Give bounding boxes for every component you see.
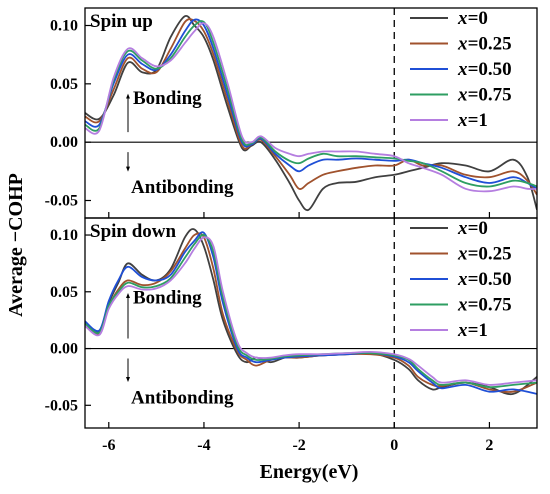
y-tick-label: 0.10 [50, 18, 78, 35]
legend-entry-0: x=0 [457, 8, 488, 29]
legend-entry-3: x=0.75 [457, 85, 512, 106]
legend-entry-1: x=0.25 [457, 244, 512, 265]
legend-entry-2: x=0.50 [457, 269, 512, 290]
series-line-1-4 [85, 236, 537, 386]
y-tick-label: 0.00 [50, 134, 78, 151]
legend-entry-3: x=0.75 [457, 295, 512, 316]
legend-entry-4: x=1 [457, 320, 488, 341]
legend-entry-4: x=1 [457, 110, 488, 131]
x-tick-label: -4 [197, 437, 210, 454]
series-line-0-3 [85, 20, 537, 188]
panel-label: Spin up [90, 11, 153, 32]
series-line-0-1 [85, 18, 537, 196]
legend-entry-1: x=0.25 [457, 34, 512, 55]
y-tick-label: -0.05 [45, 193, 78, 210]
series-line-1-1 [85, 232, 537, 393]
y-tick-label: 0.05 [50, 284, 78, 301]
y-tick-label: -0.05 [45, 397, 78, 414]
y-tick-label: 0.00 [50, 341, 78, 358]
x-tick-label: -6 [102, 437, 115, 454]
y-tick-label: 0.05 [50, 76, 78, 93]
panel-label: Spin down [90, 221, 177, 242]
y-axis-label: Average −COHP [5, 173, 27, 317]
bonding-label: Bonding [133, 88, 202, 109]
x-tick-label: -2 [292, 437, 305, 454]
series-line-1-3 [85, 233, 537, 389]
antibonding-label: Antibonding [131, 177, 234, 198]
legend-entry-0: x=0 [457, 218, 488, 239]
series-line-1-2 [85, 231, 537, 395]
y-tick-label: 0.10 [50, 227, 78, 244]
x-axis-label: Energy(eV) [260, 461, 359, 483]
legend-entry-2: x=0.50 [457, 59, 512, 80]
x-tick-label: 2 [485, 437, 493, 454]
bonding-label: Bonding [133, 288, 202, 309]
series-line-0-4 [85, 22, 537, 193]
x-tick-label: 0 [390, 437, 398, 454]
antibonding-label: Antibonding [131, 388, 234, 409]
panel-frame [84, 217, 538, 429]
